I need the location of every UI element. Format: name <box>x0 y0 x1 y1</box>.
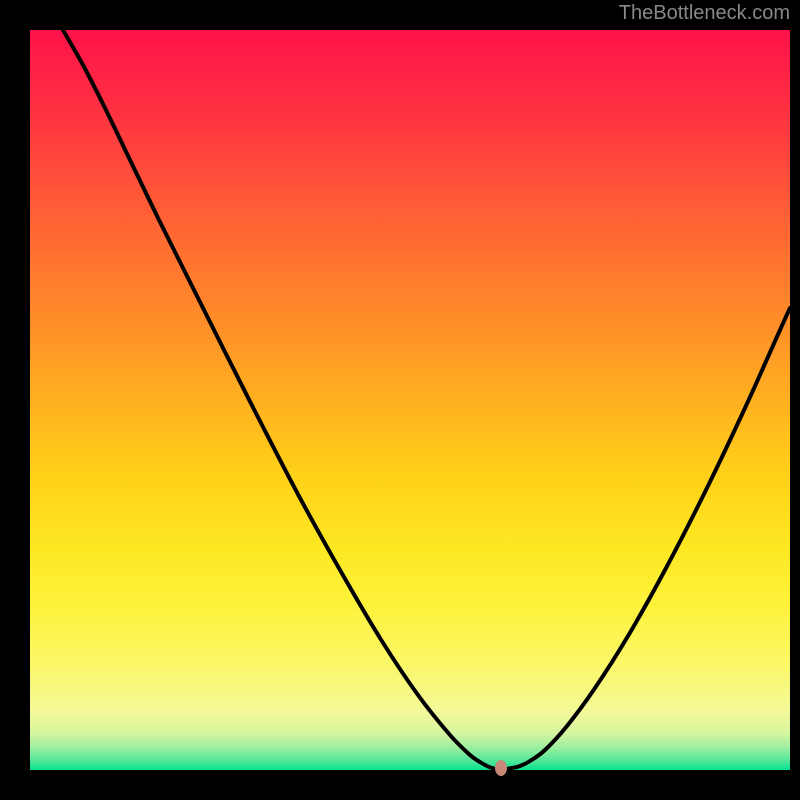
bottleneck-chart <box>0 0 800 800</box>
optimal-point-marker <box>495 760 507 776</box>
plot-area <box>30 30 790 770</box>
chart-container: TheBottleneck.com <box>0 0 800 800</box>
watermark-text: TheBottleneck.com <box>619 2 790 25</box>
